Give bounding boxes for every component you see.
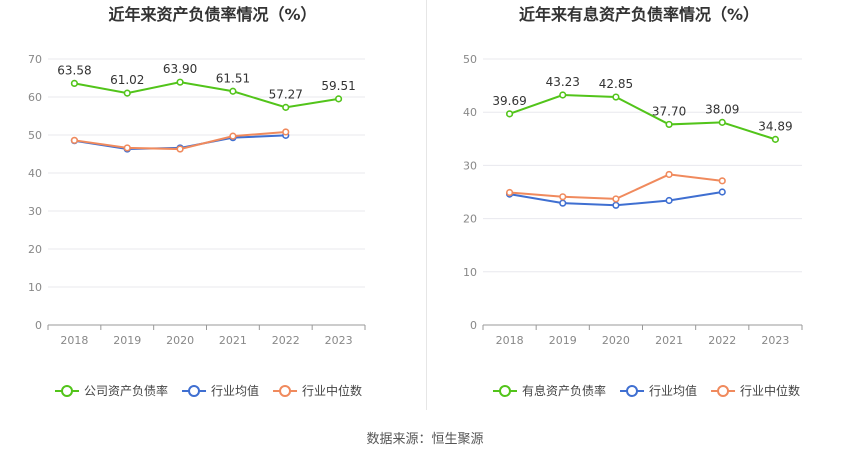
data-point — [718, 118, 726, 126]
data-point — [176, 145, 184, 153]
data-label: 39.69 — [492, 94, 526, 108]
y-tick-label: 50 — [463, 53, 477, 66]
x-tick-label: 2020 — [602, 334, 630, 347]
data-point — [559, 91, 567, 99]
data-label: 63.90 — [163, 62, 197, 76]
y-tick-label: 40 — [28, 167, 42, 180]
y-tick-label: 0 — [470, 319, 477, 332]
data-point — [123, 144, 131, 152]
series-line-2 — [509, 173, 723, 200]
y-tick-label: 0 — [35, 319, 42, 332]
legend-swatch-marker — [279, 385, 292, 397]
panel-divider — [426, 0, 427, 410]
data-label: 42.85 — [599, 77, 633, 91]
legend-label: 行业中位数 — [740, 383, 800, 398]
data-label: 34.89 — [758, 119, 792, 133]
x-tick-label: 2019 — [113, 334, 141, 347]
data-point — [665, 196, 673, 205]
y-tick-label: 60 — [28, 91, 42, 104]
legend-label: 公司资产负债率 — [84, 383, 168, 398]
legend-label: 有息资产负债率 — [522, 383, 606, 398]
y-tick-label: 30 — [28, 205, 42, 218]
data-point — [612, 195, 620, 203]
data-point — [70, 79, 79, 87]
x-tick-label: 2018 — [496, 334, 524, 347]
data-label: 59.51 — [321, 79, 355, 93]
legend-label: 行业均值 — [211, 383, 259, 398]
x-tick-label: 2018 — [60, 334, 88, 347]
data-label: 61.51 — [216, 71, 250, 85]
data-point — [70, 136, 79, 144]
y-tick-label: 10 — [463, 266, 477, 279]
x-tick-label: 2022 — [708, 334, 736, 347]
series-line-0 — [74, 81, 339, 109]
data-point — [334, 95, 343, 103]
y-tick-label: 40 — [463, 106, 477, 119]
data-point — [229, 132, 237, 140]
x-tick-label: 2023 — [325, 334, 353, 347]
legend-label: 行业中位数 — [302, 383, 362, 398]
y-tick-label: 10 — [28, 281, 42, 294]
data-point — [176, 78, 184, 86]
x-tick-label: 2019 — [549, 334, 577, 347]
data-point — [505, 110, 514, 118]
x-tick-label: 2021 — [655, 334, 683, 347]
debt-ratio-chart: 近年来资产负债率情况（%） 0 10 20 30 40 50 60 70 2018 2019 2020… — [28, 5, 366, 398]
y-tick-label: 50 — [28, 129, 42, 142]
series-line-0 — [509, 94, 776, 141]
data-label: 57.27 — [269, 87, 303, 101]
x-tick-label: 2023 — [761, 334, 789, 347]
data-label: 38.09 — [705, 102, 739, 116]
data-point — [665, 120, 673, 129]
legend-swatch-marker — [499, 385, 511, 397]
data-point — [559, 199, 567, 207]
legend-swatch-marker — [717, 385, 730, 397]
data-point — [229, 87, 237, 95]
legend-label: 行业均值 — [649, 383, 697, 398]
data-point — [612, 201, 620, 209]
data-source-note: 数据来源：恒生聚源 — [366, 432, 484, 447]
data-point — [665, 170, 673, 179]
chart-title: 近年来资产负债率情况（%） — [108, 5, 316, 24]
data-point — [282, 103, 290, 111]
data-label: 43.23 — [546, 75, 580, 89]
legend-swatch-marker — [188, 385, 201, 397]
data-point — [612, 93, 620, 101]
legend-swatch-marker — [61, 385, 73, 397]
debt-ratio-chart-panel: 近年来资产负债率情况（%） 0 10 20 30 40 50 60 70 2018 2019 2020… — [0, 0, 425, 410]
x-tick-label: 2020 — [166, 334, 194, 347]
x-tick-label: 2022 — [272, 334, 300, 347]
legend-swatch-marker — [626, 385, 639, 397]
chart-title: 近年来有息资产负债率情况（%） — [519, 5, 759, 24]
y-tick-label: 30 — [463, 159, 477, 172]
y-tick-label: 70 — [28, 53, 42, 66]
data-label: 37.70 — [652, 104, 686, 118]
data-label: 63.58 — [57, 63, 91, 77]
y-tick-label: 20 — [463, 213, 477, 226]
data-point — [123, 89, 131, 97]
data-label: 61.02 — [110, 73, 144, 87]
x-tick-label: 2021 — [219, 334, 247, 347]
interest-debt-ratio-chart: 近年来有息资产负债率情况（%） 0 10 20 30 40 50 2018 2019 2020 20… — [463, 5, 803, 398]
data-point — [282, 128, 290, 136]
data-point — [718, 188, 726, 196]
y-tick-label: 20 — [28, 243, 42, 256]
interest-debt-ratio-chart-panel: 近年来有息资产负债率情况（%） 0 10 20 30 40 50 2018 2019 2020 20… — [428, 0, 850, 410]
data-point — [771, 135, 780, 143]
data-point — [718, 177, 726, 185]
data-point — [559, 193, 567, 201]
data-point — [505, 188, 514, 197]
